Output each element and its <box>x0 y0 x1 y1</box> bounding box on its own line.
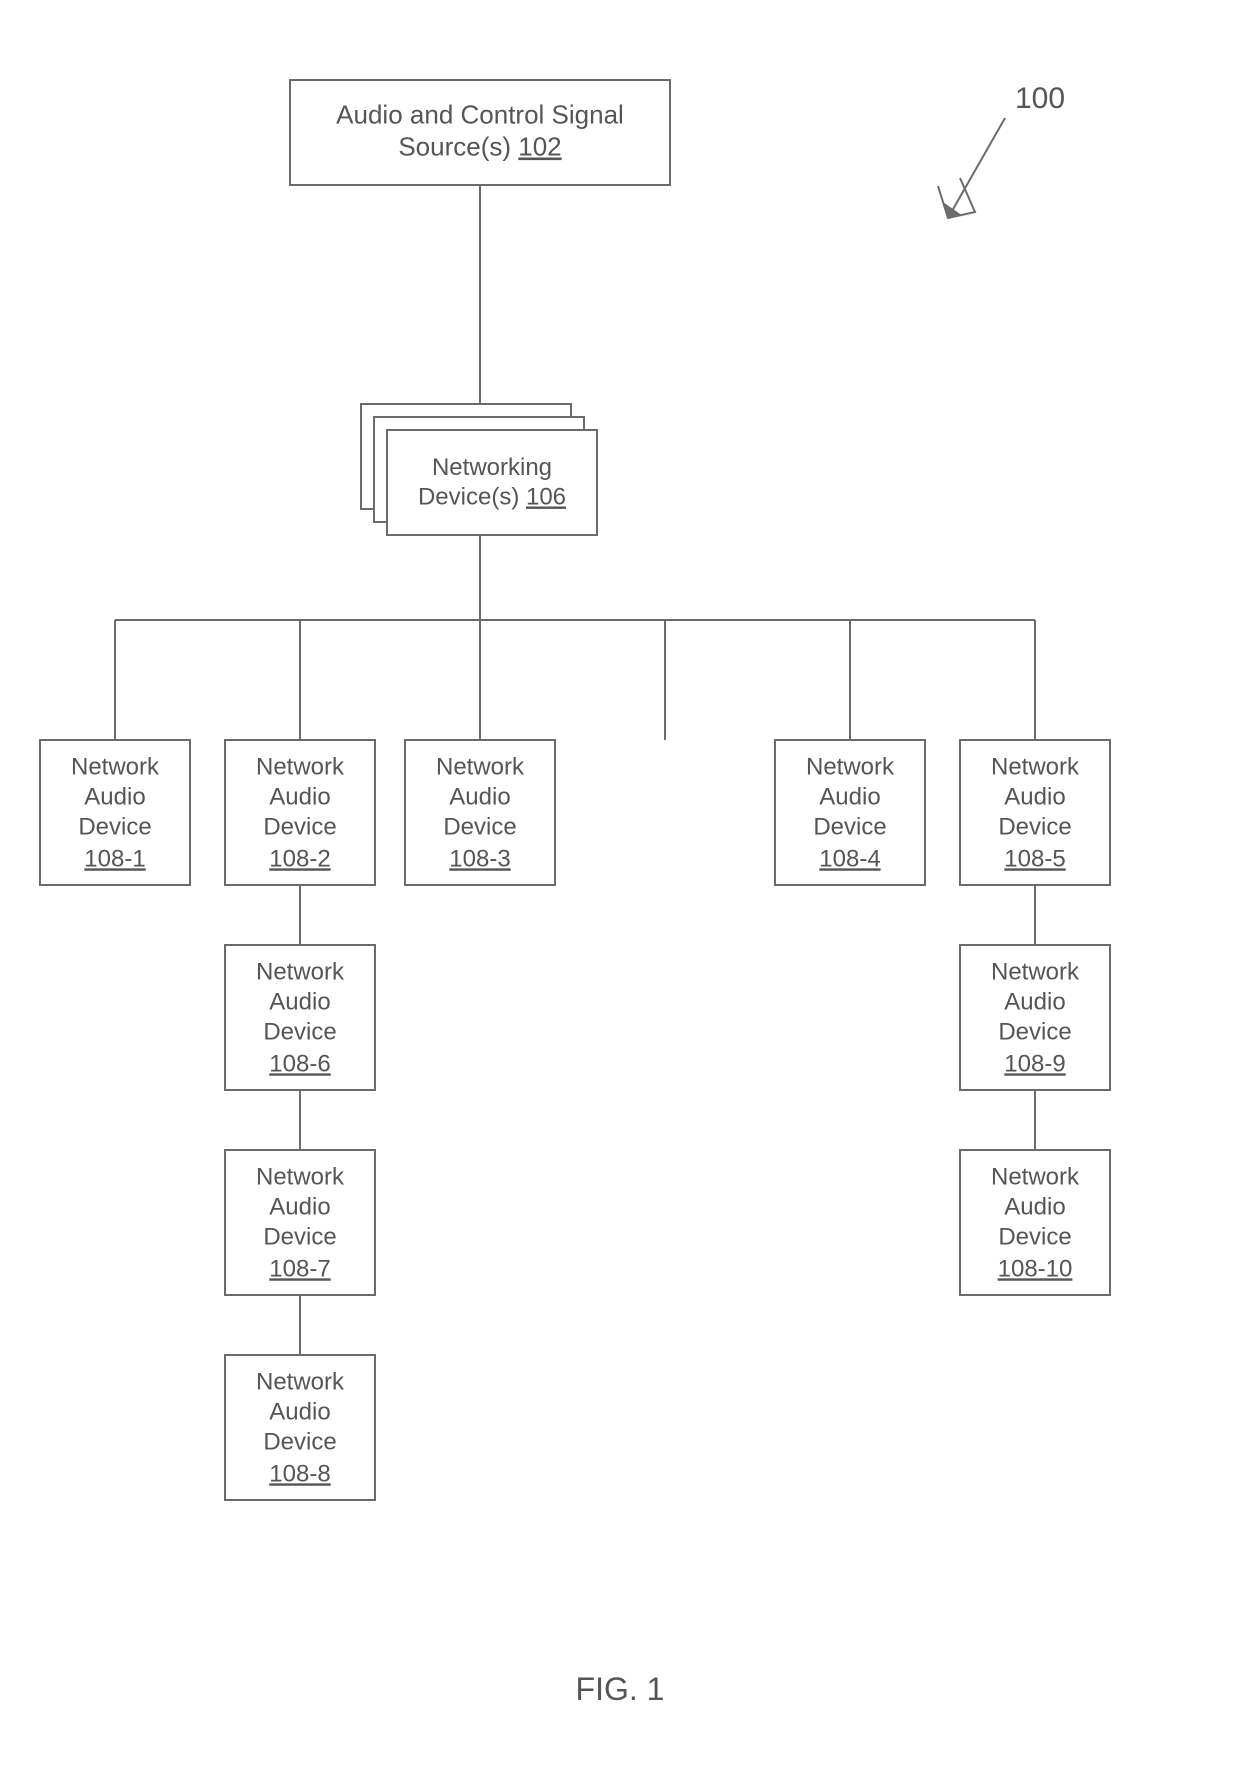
svg-text:108-9: 108-9 <box>1004 1050 1065 1077</box>
svg-text:Network: Network <box>991 753 1080 780</box>
svg-text:Audio: Audio <box>269 783 330 810</box>
svg-text:Network: Network <box>256 1163 345 1190</box>
svg-text:Device: Device <box>998 1018 1071 1045</box>
svg-text:Device: Device <box>263 1018 336 1045</box>
svg-text:Network: Network <box>806 753 895 780</box>
svg-text:Device: Device <box>443 813 516 840</box>
svg-text:108-8: 108-8 <box>269 1460 330 1487</box>
svg-text:Device: Device <box>813 813 886 840</box>
svg-text:108-4: 108-4 <box>819 845 880 872</box>
svg-text:Audio: Audio <box>269 1398 330 1425</box>
svg-text:Audio: Audio <box>449 783 510 810</box>
svg-text:Audio: Audio <box>84 783 145 810</box>
svg-text:Network: Network <box>256 1368 345 1395</box>
svg-text:Device(s) 106: Device(s) 106 <box>418 484 566 511</box>
svg-text:Audio: Audio <box>1004 1193 1065 1220</box>
svg-text:108-10: 108-10 <box>998 1255 1073 1282</box>
svg-text:Networking: Networking <box>432 454 552 481</box>
svg-text:100: 100 <box>1015 82 1065 115</box>
svg-text:Device: Device <box>998 1223 1071 1250</box>
svg-text:108-7: 108-7 <box>269 1255 330 1282</box>
svg-text:Device: Device <box>263 813 336 840</box>
svg-text:Network: Network <box>991 958 1080 985</box>
svg-text:Source(s) 102: Source(s) 102 <box>398 131 561 161</box>
svg-text:Network: Network <box>256 958 345 985</box>
svg-text:108-3: 108-3 <box>449 845 510 872</box>
svg-text:Audio: Audio <box>1004 783 1065 810</box>
svg-text:Audio: Audio <box>269 1193 330 1220</box>
svg-text:Device: Device <box>263 1223 336 1250</box>
svg-text:Audio and Control Signal: Audio and Control Signal <box>336 99 624 129</box>
svg-text:Device: Device <box>78 813 151 840</box>
svg-text:Audio: Audio <box>819 783 880 810</box>
svg-text:Network: Network <box>436 753 525 780</box>
svg-text:Device: Device <box>263 1428 336 1455</box>
svg-text:108-5: 108-5 <box>1004 845 1065 872</box>
svg-text:Audio: Audio <box>269 988 330 1015</box>
svg-text:Network: Network <box>256 753 345 780</box>
svg-text:Network: Network <box>71 753 160 780</box>
networking-devices-box <box>387 430 597 535</box>
svg-text:Device: Device <box>998 813 1071 840</box>
svg-text:108-2: 108-2 <box>269 845 330 872</box>
svg-text:Audio: Audio <box>1004 988 1065 1015</box>
svg-text:108-1: 108-1 <box>84 845 145 872</box>
svg-text:Network: Network <box>991 1163 1080 1190</box>
svg-text:108-6: 108-6 <box>269 1050 330 1077</box>
figure-label: FIG. 1 <box>576 1671 665 1707</box>
